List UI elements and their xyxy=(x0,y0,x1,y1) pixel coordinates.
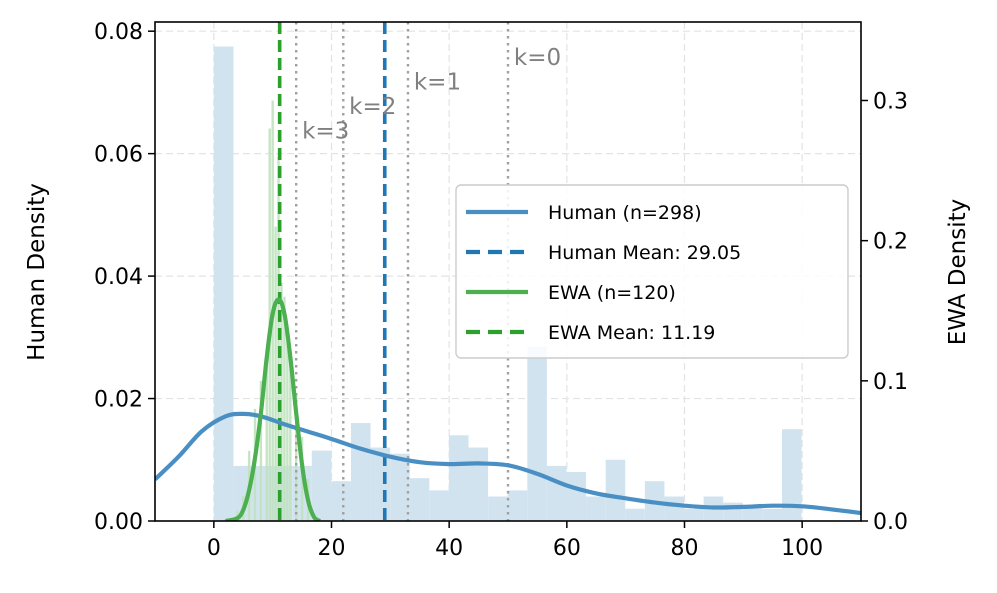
y-tick-label-right: 0.1 xyxy=(873,370,908,395)
ewa-hist-bar xyxy=(274,226,277,521)
x-tick-label: 80 xyxy=(671,536,699,561)
y-tick-label-left: 0.00 xyxy=(94,510,143,535)
ewa-kde-line xyxy=(225,297,321,521)
y-axis-label-left: Human Density xyxy=(24,183,50,361)
kde-curves xyxy=(155,297,861,521)
legend-label: EWA (n=120) xyxy=(548,282,676,304)
legend-label: Human (n=298) xyxy=(548,202,702,224)
human-hist-bar xyxy=(409,478,430,521)
ewa-hist-bar xyxy=(259,380,263,521)
human-hist-bar xyxy=(605,459,626,521)
mean-lines xyxy=(277,22,387,521)
x-tick-label: 0 xyxy=(207,536,221,561)
human-hist-bar xyxy=(331,481,351,521)
k-label: k=1 xyxy=(414,69,461,95)
human-hist-bar xyxy=(468,447,489,521)
human-hist-bar xyxy=(527,346,547,521)
human-hist-bar xyxy=(350,423,371,521)
human-hist-bar xyxy=(390,453,410,521)
y-axis-label-right: EWA Density xyxy=(945,199,971,346)
human-hist-bar xyxy=(664,496,685,521)
human-hist-bar xyxy=(762,508,782,521)
k-label: k=3 xyxy=(302,118,349,144)
x-tick-label: 40 xyxy=(435,536,463,561)
k-label: k=2 xyxy=(349,94,396,120)
human-hist-bar xyxy=(625,508,645,521)
y-tick-label-right: 0.0 xyxy=(873,510,908,535)
x-tick-label: 20 xyxy=(318,536,346,561)
ewa-hist-bar xyxy=(289,352,292,521)
human-hist-bar xyxy=(566,472,587,521)
legend-box xyxy=(455,184,849,359)
human-hist-bar xyxy=(684,508,704,521)
y-tick-label-right: 0.3 xyxy=(873,89,908,114)
human-hist-bar xyxy=(370,447,391,521)
human-hist-bar xyxy=(448,435,469,521)
human-hist-bar xyxy=(507,490,528,521)
human-hist-bar xyxy=(742,505,763,521)
legend: Human (n=298) Human Mean: 29.05 EWA (n=120… xyxy=(455,184,849,359)
human-hist-bar xyxy=(586,496,606,521)
y-tick-label-left: 0.06 xyxy=(94,143,143,168)
human-hist-bar xyxy=(429,490,449,521)
k-label: k=0 xyxy=(514,45,561,71)
x-tick-label: 100 xyxy=(781,536,823,561)
k-labels: k=0 k=1 k=2k=3 xyxy=(302,45,561,144)
human-hist-bar xyxy=(213,46,234,521)
axes: 0 20 40 60 80 100 0.00 0.02 0.04 0.06 0.08 0.0 0.1 0.… xyxy=(94,20,908,561)
human-hist-bar xyxy=(546,465,567,521)
ewa-hist-bar xyxy=(286,338,289,521)
human-hist-bar xyxy=(311,450,332,521)
y-tick-label-left: 0.08 xyxy=(94,20,143,45)
plot-area xyxy=(155,22,861,521)
legend-label: Human Mean: 29.05 xyxy=(548,242,741,264)
plot-frame xyxy=(154,21,862,522)
y-tick-label-left: 0.02 xyxy=(94,388,143,413)
ewa-hist-bar xyxy=(283,296,286,521)
y-tick-label-right: 0.2 xyxy=(873,230,908,255)
ewa-hist-bar xyxy=(280,282,283,521)
y-tick-label-left: 0.04 xyxy=(94,265,143,290)
human-hist-bar xyxy=(488,496,508,521)
ewa-hist-bar xyxy=(265,352,268,521)
human-hist-bar xyxy=(781,429,802,521)
x-tick-label: 60 xyxy=(553,536,581,561)
human-kde-line xyxy=(155,411,861,516)
legend-label: EWA Mean: 11.19 xyxy=(548,322,715,344)
